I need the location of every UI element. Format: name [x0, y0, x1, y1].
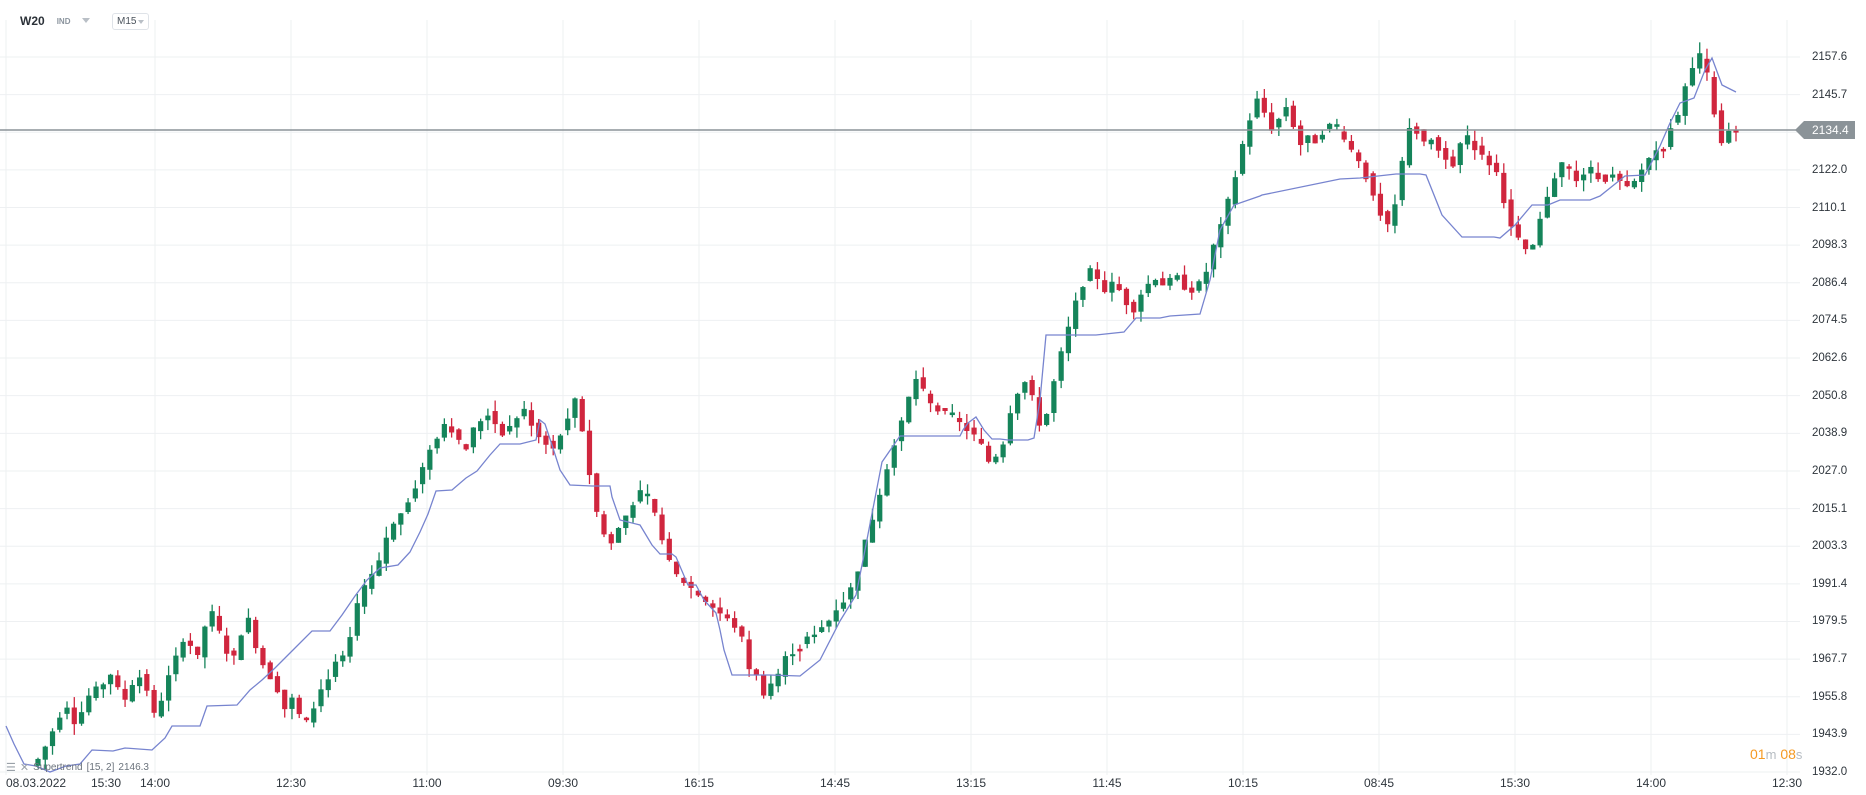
countdown-minutes: 01: [1750, 746, 1766, 762]
time-tick-label: 15:30: [1499, 776, 1531, 790]
indicator-value: 2146.3: [118, 762, 149, 773]
price-tick-label: 2027.0: [1812, 464, 1848, 477]
indicator-menu-icon[interactable]: ☰: [6, 762, 16, 774]
price-tick-label: 2086.4: [1812, 276, 1848, 289]
price-tick-label: 2145.7: [1812, 88, 1848, 101]
price-tick-label: 1955.8: [1812, 690, 1848, 703]
countdown-minutes-unit: m: [1765, 747, 1777, 762]
symbol-name[interactable]: W20: [20, 14, 45, 28]
price-tick-label: 1967.7: [1812, 653, 1848, 666]
time-tick-label: 14:45: [819, 776, 851, 790]
price-tick-label: 1991.4: [1812, 577, 1848, 590]
price-tick-label: 2074.5: [1812, 314, 1848, 327]
indicator-name: Supertrend: [33, 762, 83, 773]
time-tick-label: 08.03.2022: [6, 776, 67, 790]
price-tick-label: 2157.6: [1812, 51, 1848, 63]
price-tick-label: 2050.8: [1812, 389, 1848, 402]
timeframe-value: M15: [117, 16, 137, 27]
price-tick-label: 2110.1: [1812, 201, 1847, 214]
indicator-legend[interactable]: ☰ ✕ Supertrend [15, 2] 2146.3: [6, 761, 149, 774]
supertrend-line: [5, 56, 1737, 773]
time-tick-label: 10:15: [1227, 776, 1259, 790]
time-tick-label: 15:30: [90, 776, 122, 790]
countdown-seconds: 08: [1780, 746, 1796, 762]
grid: [0, 20, 1800, 775]
countdown-seconds-unit: s: [1795, 747, 1803, 762]
timeframe-select[interactable]: M15: [112, 13, 150, 30]
time-tick-label: 09:30: [547, 776, 579, 790]
time-tick-label: 11:45: [1092, 776, 1122, 790]
price-tick-label: 1943.9: [1812, 728, 1848, 741]
close-icon[interactable]: ✕: [19, 762, 30, 774]
price-tick-label: 1979.5: [1812, 615, 1848, 628]
symbol-header[interactable]: W20 IND: [20, 14, 91, 28]
time-tick-label: 11:00: [412, 776, 442, 790]
time-tick-label: 14:00: [139, 776, 171, 790]
price-tick-label: 2015.1: [1812, 502, 1848, 515]
current-price-tag: 2134.4: [1795, 121, 1855, 139]
time-tick-label: 12:30: [275, 776, 307, 790]
time-tick-label: 13:15: [955, 776, 987, 790]
time-tick-label: 14:00: [1635, 776, 1667, 790]
time-tick-label: 08:45: [1363, 776, 1395, 790]
chevron-down-icon[interactable]: [82, 17, 91, 23]
chevron-down-icon: [138, 19, 145, 24]
price-tick-label: 2003.3: [1812, 540, 1848, 553]
price-tick-label: 2098.3: [1812, 239, 1848, 252]
time-tick-label: 16:15: [683, 776, 715, 790]
exchange-label: IND: [56, 16, 71, 26]
price-tick-label: 1932.0: [1812, 766, 1848, 778]
candle-countdown: 01m 08s: [1750, 746, 1802, 762]
price-tick-label: 2062.6: [1812, 352, 1848, 365]
indicator-params: [15, 2]: [86, 762, 115, 773]
price-tick-label: 2122.0: [1812, 163, 1848, 176]
time-tick-label: 12:30: [1771, 776, 1803, 790]
price-tick-label: 2038.9: [1812, 427, 1848, 440]
